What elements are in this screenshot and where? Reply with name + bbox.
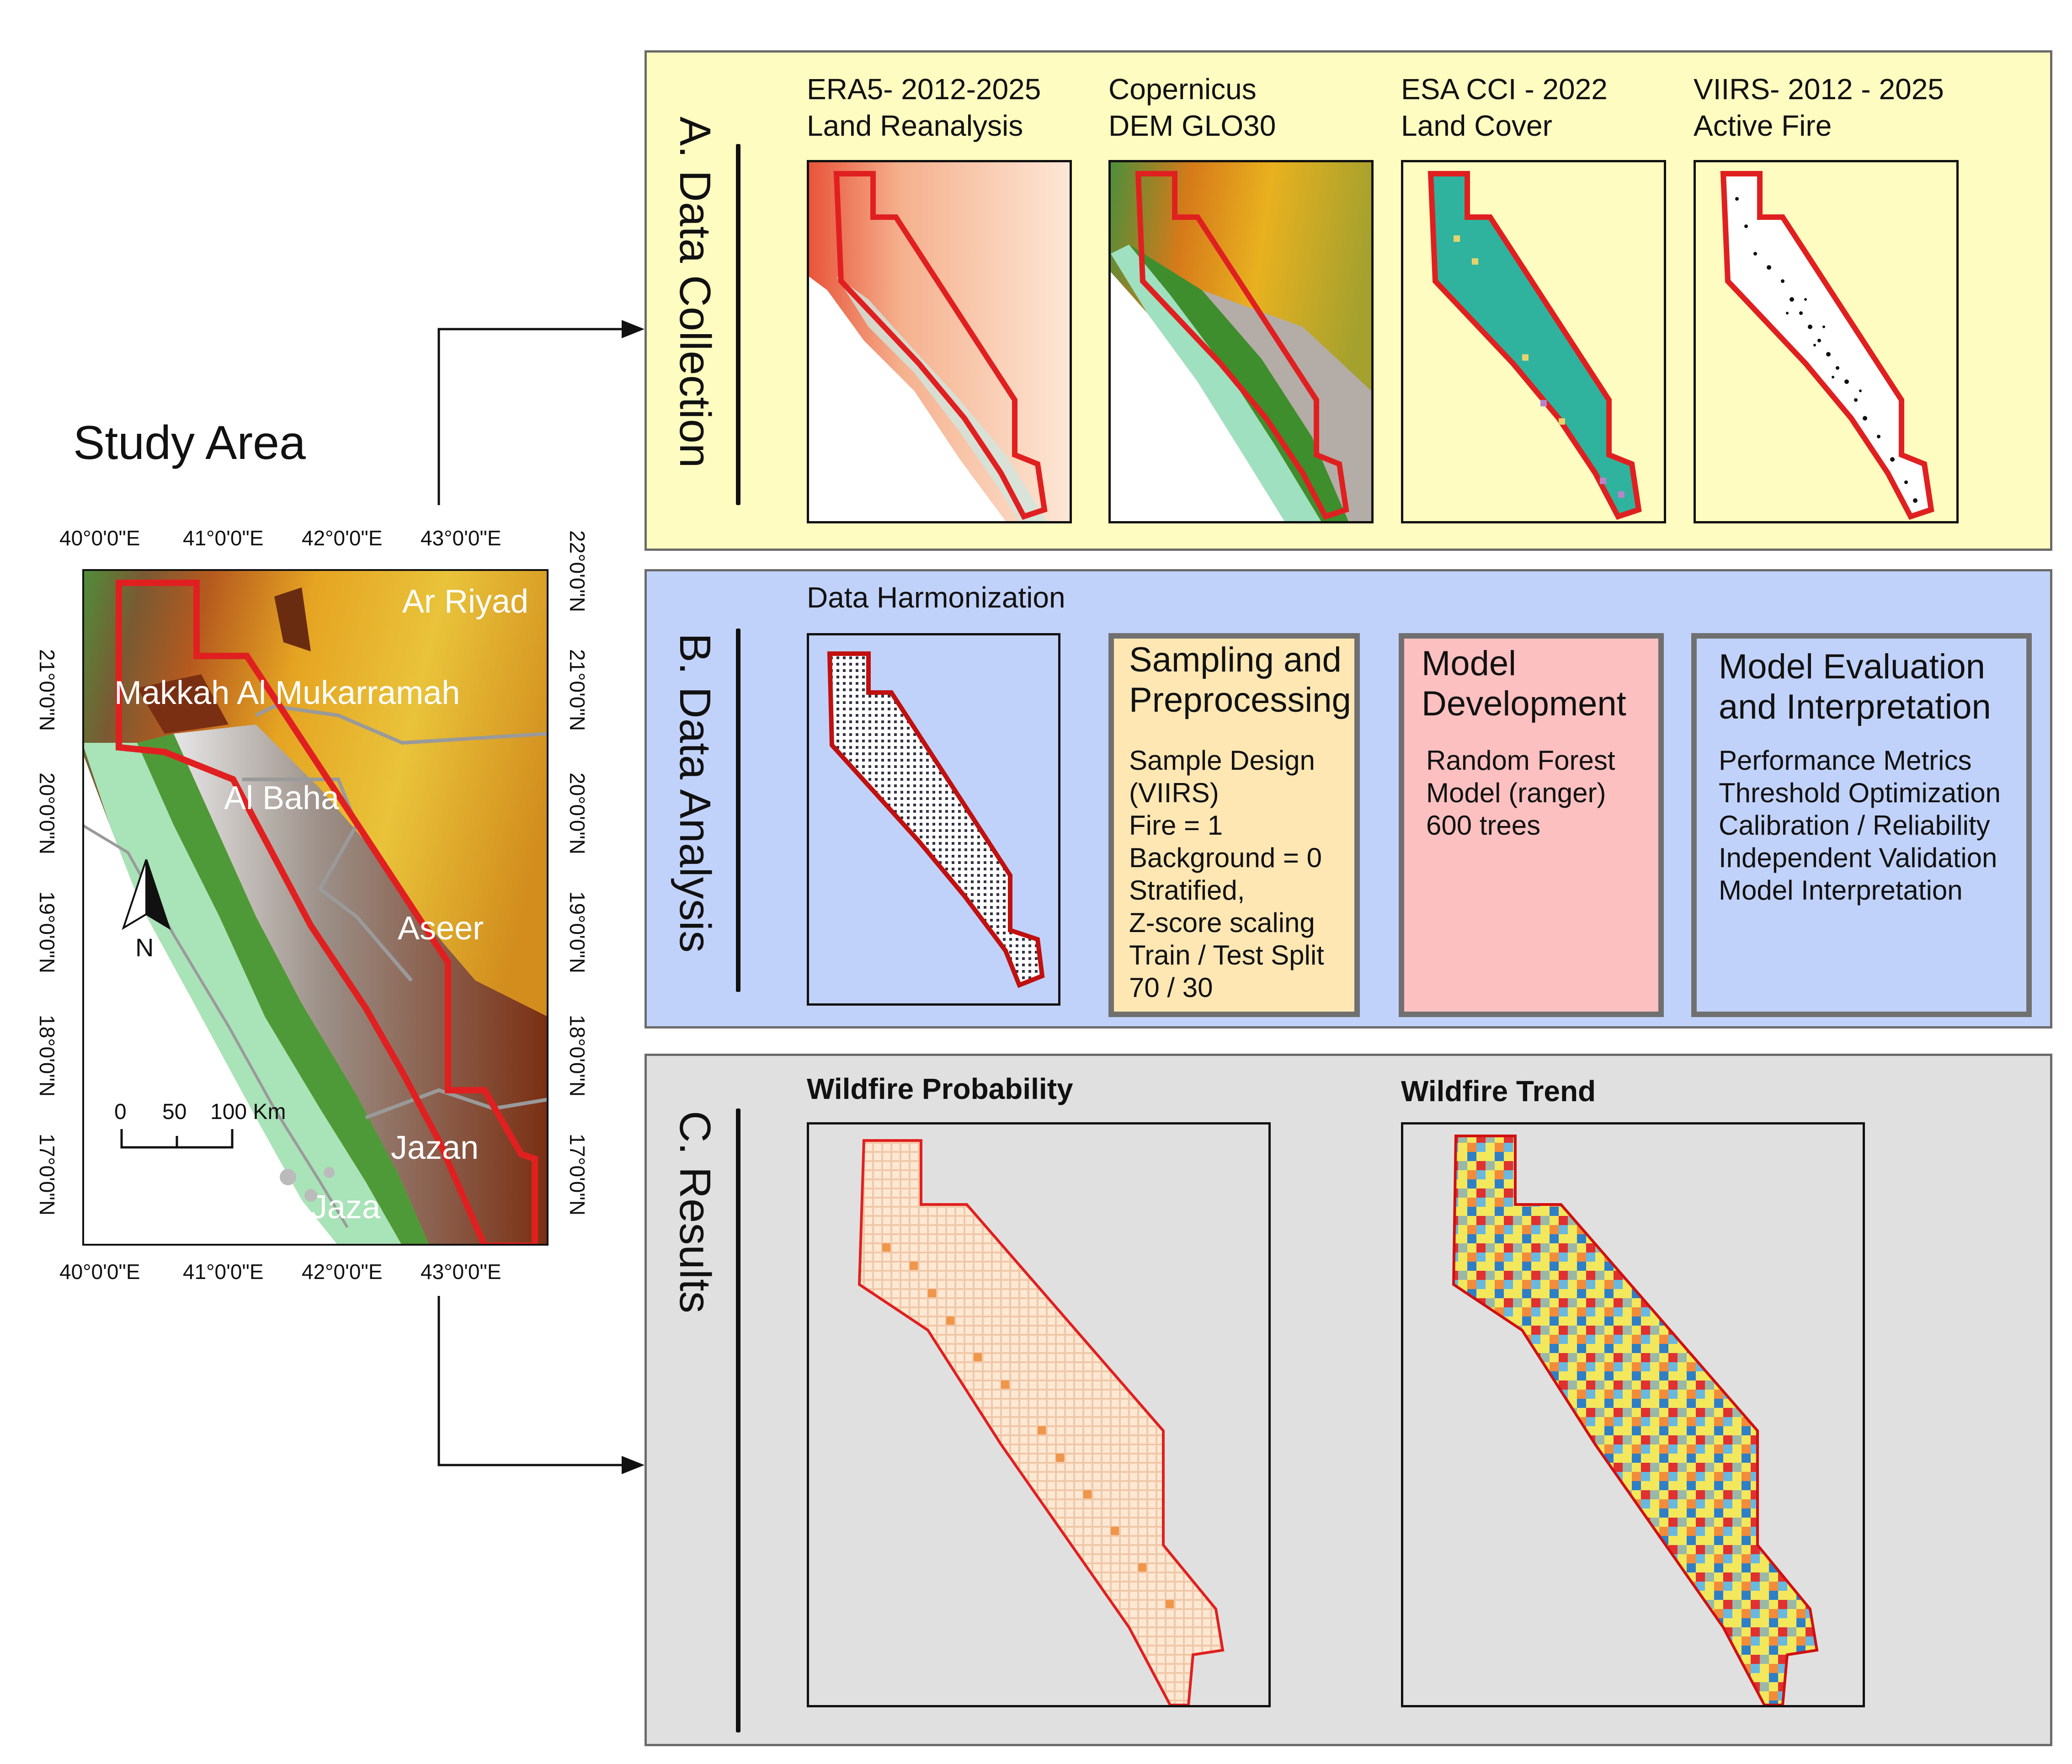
north-arrow-icon <box>122 859 171 930</box>
dem-map <box>1108 160 1374 523</box>
harmonization-map <box>807 633 1060 1006</box>
connector-arrow-top <box>437 320 645 505</box>
lat-tick-right-2: 20°0'0"N <box>565 773 589 855</box>
trend-title: Wildfire Trend <box>1401 1075 1596 1108</box>
trend-map <box>1401 1122 1865 1707</box>
lat-tick-right-4: 18°0'0"N <box>565 1015 589 1097</box>
source-era5-label: ERA5- 2012-2025 Land Reanalysis <box>807 73 1041 142</box>
landcover-map <box>1401 160 1666 523</box>
source-esa-label: ESA CCI - 2022 Land Cover <box>1401 73 1608 142</box>
sampling-title: Sampling and Preprocessing <box>1129 640 1351 719</box>
north-label: N <box>135 933 154 962</box>
lat-tick-left-5: 17°0'0"N <box>35 1134 59 1216</box>
scale-label-100: 100 Km <box>210 1100 286 1124</box>
probability-map <box>807 1122 1271 1707</box>
scale-label-0: 0 <box>114 1100 127 1124</box>
scale-bar <box>120 1129 234 1149</box>
lon-tick-bottom-2: 41°0'0"E <box>183 1260 264 1284</box>
harmonization-label: Data Harmonization <box>807 581 1065 614</box>
lat-tick-left-4: 18°0'0"N <box>35 1015 59 1097</box>
model-development-title: Model Development <box>1422 644 1626 723</box>
probability-title: Wildfire Probability <box>807 1072 1073 1105</box>
lon-tick-top-2: 41°0'0"E <box>183 526 264 550</box>
region-label-makkah: Makkah Al Mukarramah <box>114 675 460 711</box>
region-label-jaza: Jaza <box>311 1189 381 1226</box>
lon-tick-bottom-4: 43°0'0"E <box>421 1260 501 1284</box>
source-viirs-label: VIIRS- 2012 - 2025 Active Fire <box>1694 73 1944 142</box>
section-a-bar <box>736 144 740 505</box>
lon-tick-top-3: 42°0'0"E <box>302 526 383 550</box>
study-area-title: Study Area <box>73 416 306 469</box>
source-copernicus-label: Copernicus DEM GLO30 <box>1108 73 1276 142</box>
lat-tick-right-0: 22°0'0"N <box>565 530 589 613</box>
section-b-title: B. Data Analysis <box>671 633 719 953</box>
connector-arrow-bottom <box>437 1296 645 1474</box>
model-evaluation-body: Performance Metrics Threshold Optimizati… <box>1719 745 2001 906</box>
region-label-jazan: Jazan <box>391 1130 479 1166</box>
section-c-title: C. Results <box>671 1111 719 1313</box>
era5-map <box>807 160 1072 523</box>
section-a-title: A. Data Collection <box>671 117 719 468</box>
sampling-body: Sample Design (VIIRS) Fire = 1 Backgroun… <box>1129 745 1324 1003</box>
lat-tick-right-1: 21°0'0"N <box>565 649 589 731</box>
model-evaluation-title: Model Evaluation and Interpretation <box>1719 647 1991 726</box>
section-c-bar <box>736 1108 740 1732</box>
lat-tick-left-1: 21°0'0"N <box>35 649 59 731</box>
section-b-bar <box>736 629 740 992</box>
lat-tick-right-3: 19°0'0"N <box>565 891 589 974</box>
region-label-al-baha: Al Baha <box>224 780 340 816</box>
lon-tick-bottom-3: 42°0'0"E <box>302 1260 383 1284</box>
viirs-map <box>1694 160 1959 523</box>
lat-tick-left-2: 20°0'0"N <box>35 773 59 855</box>
model-development-body: Random Forest Model (ranger) 600 trees <box>1426 745 1615 841</box>
lon-tick-bottom-1: 40°0'0"E <box>59 1260 140 1284</box>
region-label-aseer: Aseer <box>398 910 484 947</box>
sampling-box <box>1108 633 1360 1017</box>
lat-tick-left-3: 19°0'0"N <box>35 891 59 974</box>
scale-label-50: 50 <box>162 1100 187 1124</box>
model-development-box <box>1399 633 1664 1017</box>
study-area-map <box>82 569 549 1246</box>
lon-tick-top-4: 43°0'0"E <box>421 526 501 550</box>
region-label-ar-riyad: Ar Riyad <box>402 583 529 620</box>
lat-tick-right-5: 17°0'0"N <box>565 1134 589 1216</box>
model-evaluation-box <box>1691 633 2032 1017</box>
lon-tick-top-1: 40°0'0"E <box>59 526 140 550</box>
